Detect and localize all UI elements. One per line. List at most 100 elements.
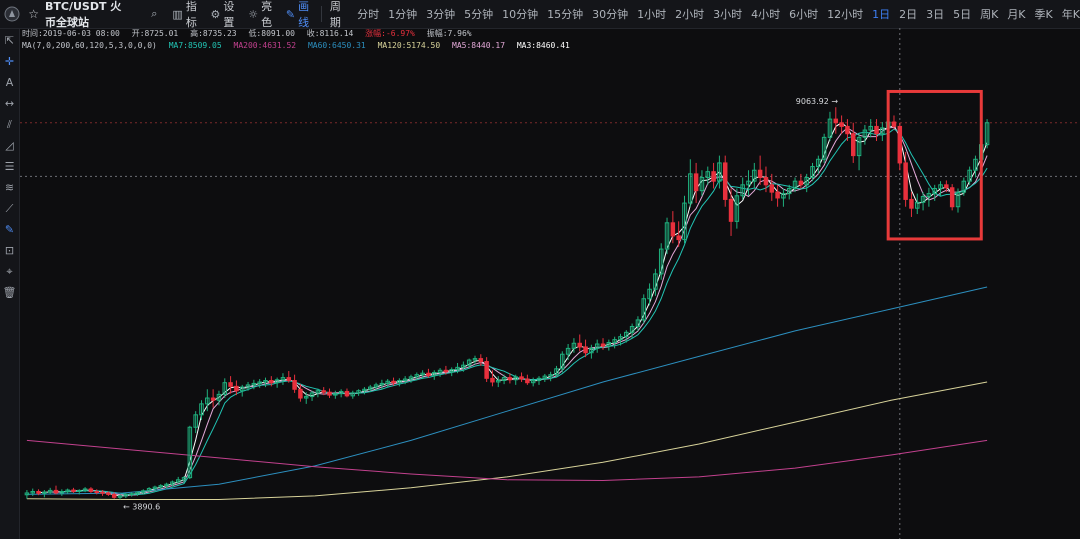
candle-body — [810, 166, 815, 179]
trash-icon[interactable]: 🗑 — [2, 286, 17, 299]
search-button[interactable]: ⌕ — [151, 7, 160, 21]
info-open: 开:8725.01 — [131, 29, 179, 38]
cursor-icon[interactable]: ⇱ — [4, 34, 15, 47]
candle-body — [560, 353, 565, 370]
candle-body — [239, 386, 245, 392]
favorite-star-icon[interactable]: ☆ — [28, 7, 39, 21]
horizontal-line-icon[interactable]: ↔ — [4, 97, 15, 110]
period-tab-2[interactable]: 3分钟 — [426, 8, 456, 21]
candle-body — [961, 180, 967, 193]
period-tab-16[interactable]: 5日 — [953, 8, 972, 21]
ruler-icon[interactable]: ⟋ — [5, 201, 14, 215]
candle-body — [461, 364, 466, 368]
candle-body — [944, 184, 949, 189]
candle-body — [257, 381, 262, 384]
candle-body — [827, 118, 833, 138]
parallel-channel-icon[interactable]: ⫽ — [7, 117, 12, 131]
period-tab-3[interactable]: 5分钟 — [464, 8, 494, 21]
fibonacci-icon[interactable]: ☰ — [4, 160, 15, 173]
triangle-icon[interactable]: ◿ — [5, 139, 14, 152]
text-tool-icon[interactable]: A — [5, 76, 14, 89]
ma120-value: MA120:5174.50 — [377, 41, 441, 50]
candle-body — [251, 382, 257, 386]
wave-pattern-icon[interactable]: ≋ — [4, 181, 15, 194]
candle-body — [554, 368, 559, 376]
candle-body — [111, 493, 117, 498]
candle-body — [891, 121, 897, 127]
candle-body — [397, 380, 402, 384]
candle-body — [920, 196, 926, 203]
ma-line-ma5 — [50, 126, 988, 496]
period-tab-19[interactable]: 季K — [1034, 8, 1053, 21]
lock-icon[interactable]: ⊡ — [4, 244, 15, 257]
search-icon: ⌕ — [151, 7, 158, 20]
candle-body — [100, 491, 105, 494]
candle-body — [653, 273, 658, 290]
symbol-selector[interactable]: ☆ BTC/USDT 火币全球站 — [28, 0, 129, 30]
candle-body — [647, 288, 652, 300]
theme-button[interactable]: ☼ 亮色 — [248, 0, 274, 30]
candle-body — [589, 347, 594, 354]
candle-body — [373, 384, 379, 388]
candle-body — [851, 133, 856, 157]
period-tab-0[interactable]: 分时 — [357, 8, 380, 21]
high-price-label: 9063.92 → — [796, 97, 839, 106]
info-high: 高:8735.23 — [190, 29, 237, 38]
candle-body — [175, 479, 181, 483]
period-tab-5[interactable]: 15分钟 — [547, 8, 584, 21]
highlight-box — [886, 89, 983, 241]
period-tab-11[interactable]: 6小时 — [789, 8, 819, 21]
candlestick-chart[interactable]: 9063.92 → ← 3890.6 — [20, 28, 1080, 539]
candle-body — [874, 125, 879, 135]
candle-body — [146, 488, 152, 492]
ma-settings[interactable]: MA(7,0,200,60,120,5,3,0,0,0) — [22, 41, 157, 50]
period-tab-4[interactable]: 10分钟 — [502, 8, 539, 21]
candle-body — [478, 358, 484, 363]
period-tab-1[interactable]: 1分钟 — [388, 8, 418, 21]
candle-body — [845, 125, 850, 135]
candle-body — [484, 361, 489, 379]
ma60-value: MA60:6450.31 — [307, 41, 366, 50]
settings-button[interactable]: ⚙ 设置 — [211, 0, 237, 30]
ma7-value: MA7:8509.05 — [168, 41, 222, 50]
draw-line-button[interactable]: ✎ 画线 — [286, 0, 311, 30]
candle-body — [670, 222, 676, 237]
sun-icon: ☼ — [248, 7, 259, 21]
period-tab-9[interactable]: 3小时 — [713, 8, 743, 21]
ma-line-ma7 — [61, 128, 988, 495]
toolbar-divider — [321, 6, 322, 22]
period-tab-14[interactable]: 2日 — [899, 8, 918, 21]
top-toolbar: ☆ BTC/USDT 火币全球站 ⌕ ▥ 指标 ⚙ 设置 ☼ 亮色 ✎ 画线 周… — [0, 0, 1080, 29]
candle-body — [263, 380, 268, 383]
candle-body — [309, 392, 315, 398]
ma-line-ma3 — [38, 122, 988, 497]
period-tab-20[interactable]: 年K — [1061, 8, 1080, 21]
visibility-icon[interactable]: ⌖ — [6, 264, 13, 278]
candle-body — [234, 385, 239, 392]
candle-body — [880, 127, 885, 135]
period-tab-7[interactable]: 1小时 — [637, 8, 667, 21]
period-tab-12[interactable]: 12小时 — [827, 8, 864, 21]
period-tab-18[interactable]: 月K — [1007, 8, 1026, 21]
candle-body — [786, 187, 792, 195]
brush-icon[interactable]: ✎ — [4, 223, 15, 236]
period-tab-8[interactable]: 2小时 — [675, 8, 705, 21]
period-tab-13[interactable]: 1日 — [872, 8, 891, 21]
candle-body — [501, 377, 507, 382]
candle-body — [926, 193, 932, 198]
candle-body — [286, 377, 292, 382]
candle-body — [798, 180, 804, 186]
indicators-button[interactable]: ▥ 指标 — [172, 0, 198, 30]
candle-body — [897, 125, 903, 164]
period-tab-15[interactable]: 3日 — [926, 8, 945, 21]
period-list: 分时 1分钟 3分钟 5分钟 10分钟 15分钟 30分钟 1小时 2小时 3小时 4小时 6小时 12… — [348, 6, 1080, 22]
period-tab-10[interactable]: 4小时 — [751, 8, 781, 21]
candle-body — [274, 379, 280, 384]
candle-body — [682, 202, 687, 241]
period-tab-6[interactable]: 30分钟 — [592, 8, 629, 21]
candle-body — [65, 489, 70, 492]
gear-icon: ⚙ — [210, 7, 221, 21]
period-tab-17[interactable]: 周K — [980, 8, 999, 21]
crosshair-icon[interactable]: ✛ — [4, 55, 15, 68]
candle-body — [496, 380, 501, 383]
